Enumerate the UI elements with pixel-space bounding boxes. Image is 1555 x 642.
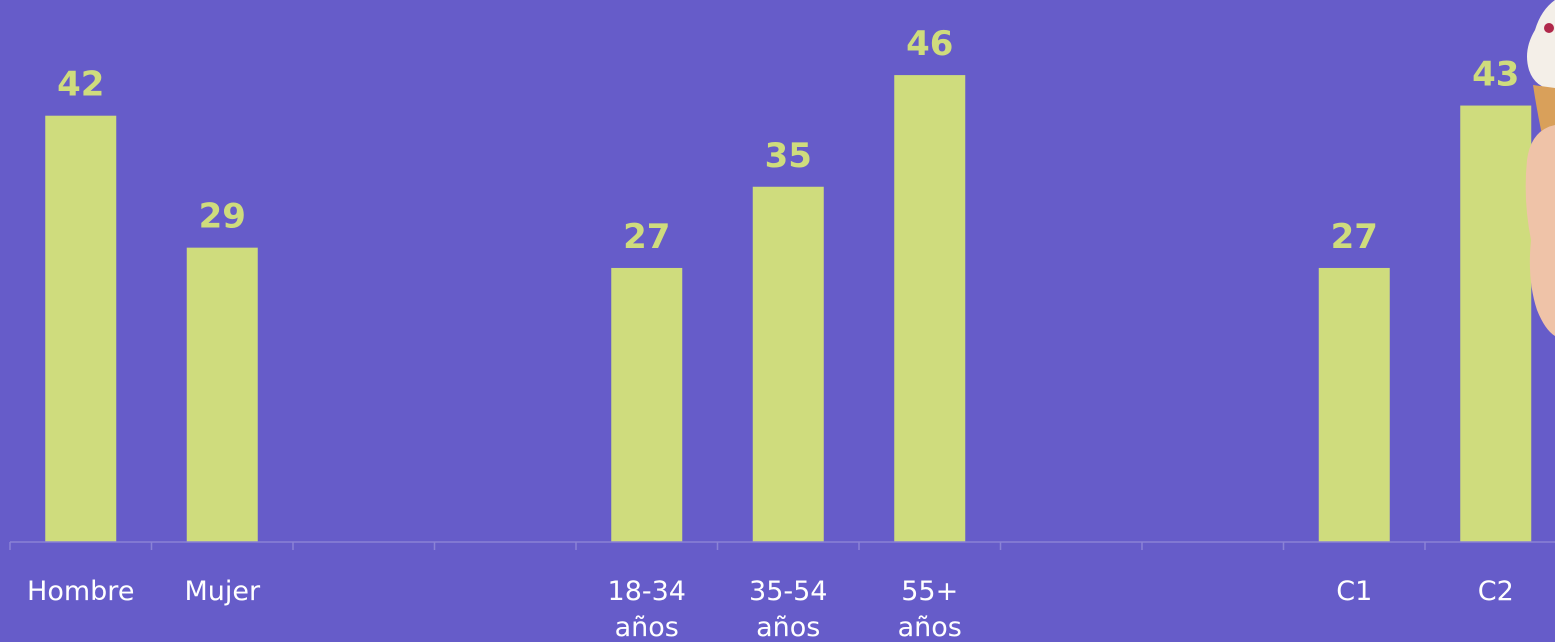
value-label: 35 — [765, 136, 812, 176]
category-labels-layer: Hombre Mujer 18-34 años 35-54 años 55+ años C1 C2… — [27, 576, 1514, 642]
category-label: Mujer — [184, 576, 261, 607]
category-label: 35-54 años — [749, 576, 827, 642]
bars-layer — [45, 75, 1532, 543]
value-label: 27 — [1331, 217, 1378, 257]
bar — [186, 247, 258, 542]
bar — [752, 186, 824, 542]
value-label: 27 — [623, 217, 670, 257]
value-labels-layer: 422927354627433335 — [57, 24, 1519, 257]
x-axis — [9, 541, 1555, 550]
category-label: 55+ años — [898, 576, 962, 642]
bar — [1460, 105, 1532, 543]
bar — [611, 267, 683, 542]
value-label: 42 — [57, 65, 104, 105]
ice-cream-scoop-icon — [1527, 0, 1555, 90]
value-label: 43 — [1472, 55, 1519, 95]
hand-icon — [1525, 125, 1555, 336]
bar — [45, 115, 117, 542]
value-label: 29 — [199, 197, 246, 237]
value-label: 46 — [906, 24, 953, 64]
bar — [1318, 267, 1390, 542]
category-label: Hombre — [27, 576, 134, 607]
ice-cream-cone-image — [1525, 0, 1555, 336]
category-label: 18-34 años — [608, 576, 686, 642]
bar — [894, 75, 966, 542]
category-label: C1 — [1336, 576, 1372, 607]
berry-icon — [1544, 23, 1554, 33]
category-label: C2 — [1478, 576, 1514, 607]
